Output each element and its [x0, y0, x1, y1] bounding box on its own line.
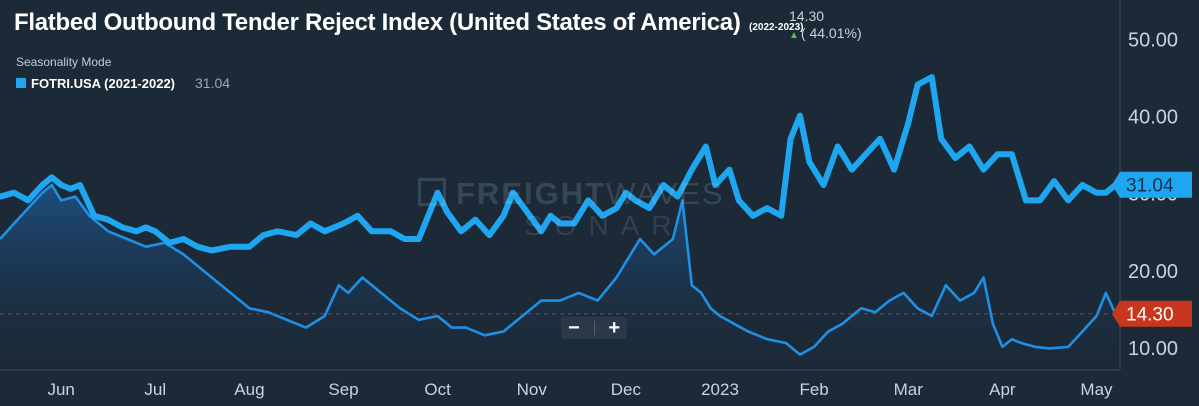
x-tick-label: Feb: [799, 380, 828, 399]
series-2022-area: [0, 185, 1116, 370]
x-tick-label: Apr: [989, 380, 1016, 399]
series-2021-line: [0, 74, 1119, 254]
last-value-label: 14.30: [1126, 305, 1174, 326]
x-tick-label: Aug: [234, 380, 264, 399]
plot-area: [0, 74, 1120, 370]
y-tick-label: 10.00: [1128, 338, 1178, 360]
x-tick-label: Jun: [47, 380, 74, 399]
y-tick-label: 20.00: [1128, 261, 1178, 283]
legend-name: FOTRI.USA (2021-2022): [31, 75, 176, 91]
last-value-badge: [1112, 171, 1192, 198]
zoom-divider: [593, 321, 595, 335]
x-tick-label: Dec: [611, 380, 642, 399]
watermark-sub: SONAR: [524, 210, 684, 241]
y-tick-label: 50.00: [1128, 30, 1178, 52]
watermark-brand-bold: FREIGHT: [456, 176, 607, 211]
change-row: ▲( 44.01%): [789, 25, 862, 44]
x-tick-label: Jul: [144, 380, 166, 399]
x-tick-label: Nov: [517, 380, 548, 399]
x-tick-label: Oct: [424, 380, 451, 399]
legend-swatch: [16, 78, 26, 88]
x-tick-label: 2023: [701, 380, 739, 399]
last-value-badge: [1112, 300, 1192, 327]
legend-value: 31.04: [195, 75, 231, 91]
zoom-controls: − +: [561, 317, 627, 339]
watermark-brand-thin: WAVES: [606, 176, 725, 211]
x-axis: Jun Jul Aug Sep Oct Nov Dec 2023 Feb Mar Apr May: [47, 380, 1113, 399]
current-value: 14.30: [789, 8, 825, 24]
zoom-in-button[interactable]: +: [608, 316, 621, 339]
legend-item[interactable]: FOTRI.USA (2021-2022) 31.04: [16, 75, 230, 91]
x-tick-label: Mar: [894, 380, 924, 399]
series-2022-line: [0, 183, 1117, 356]
current-value-box: 14.30 ▲( 44.01%): [789, 8, 862, 44]
x-tick-label: May: [1080, 380, 1113, 399]
chart-title: Flatbed Outbound Tender Reject Index (Un…: [14, 9, 741, 36]
watermark-logo: FREIGHTWAVES: [418, 176, 725, 212]
chart-title-row: Flatbed Outbound Tender Reject Index (Un…: [14, 9, 803, 37]
freightwaves-logo-icon: [418, 178, 446, 206]
y-tick-label: 40.00: [1128, 107, 1178, 129]
up-arrow-icon: ▲: [789, 30, 799, 41]
last-value-label: 31.04: [1126, 176, 1174, 197]
mode-label: Seasonality Mode: [16, 55, 112, 69]
x-tick-label: Sep: [328, 380, 358, 399]
zoom-out-button[interactable]: −: [567, 316, 580, 339]
change-percent: ( 44.01%): [800, 25, 862, 41]
chart-years: (2022-2023): [748, 22, 804, 33]
